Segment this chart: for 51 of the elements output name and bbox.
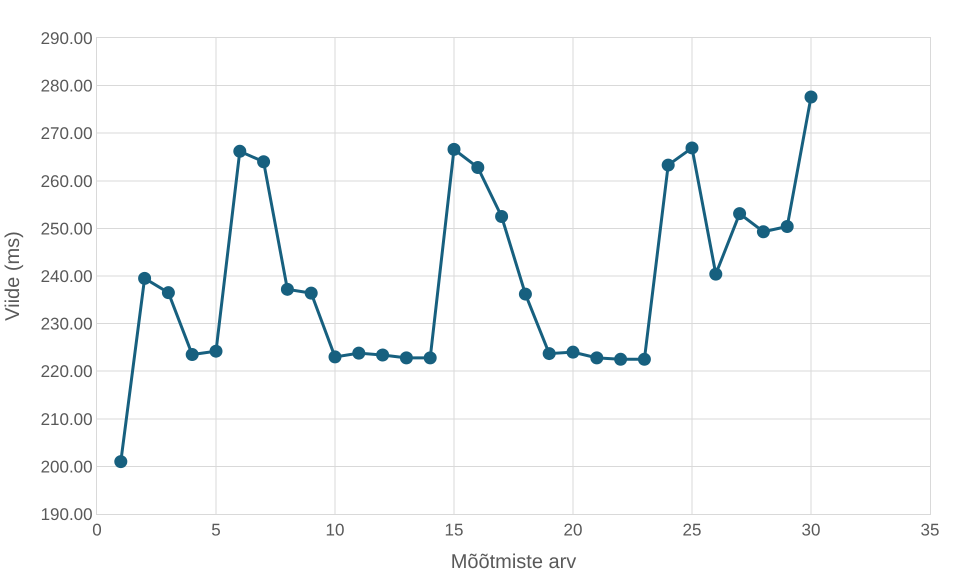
- point: [566, 346, 580, 359]
- y-tick-label: 200.00: [40, 457, 93, 476]
- point: [424, 351, 437, 364]
- y-axis-title: Viide (ms): [2, 231, 24, 321]
- x-tick-label: 0: [92, 520, 102, 540]
- point: [210, 344, 222, 358]
- x-tick-label: 30: [802, 520, 820, 540]
- x-tick-label: 35: [920, 520, 940, 540]
- point: [138, 272, 152, 285]
- point: [304, 286, 318, 300]
- point: [638, 352, 651, 366]
- point: [186, 348, 199, 362]
- point: [614, 352, 628, 366]
- point: [257, 155, 270, 168]
- x-tick-label: 20: [564, 520, 582, 540]
- point: [280, 282, 294, 296]
- point: [233, 144, 246, 158]
- y-tick-label: 210.00: [40, 410, 93, 429]
- point: [590, 351, 604, 364]
- y-tick-label: 290.00: [40, 28, 93, 48]
- y-tick-label: 240.00: [40, 266, 93, 286]
- y-tick-label: 270.00: [40, 124, 93, 144]
- point: [328, 350, 342, 364]
- x-axis-title: Mõõtmiste arv: [450, 550, 576, 573]
- point: [448, 142, 460, 156]
- point: [376, 348, 390, 362]
- y-tick-label: 260.00: [40, 172, 93, 191]
- point: [756, 225, 770, 238]
- y-tick-label: 220.00: [40, 362, 93, 382]
- point: [400, 351, 413, 364]
- point: [495, 210, 508, 223]
- point: [733, 207, 746, 220]
- x-tick-label: 25: [682, 520, 702, 540]
- y-tick-label: 230.00: [40, 314, 93, 334]
- point: [686, 141, 698, 154]
- point: [542, 347, 556, 360]
- point: [709, 268, 722, 281]
- point: [518, 288, 532, 301]
- point: [162, 286, 175, 300]
- point: [114, 455, 128, 468]
- y-tick-label: 190.00: [40, 504, 93, 524]
- x-tick-label: 15: [444, 520, 464, 540]
- point: [471, 160, 484, 174]
- point: [780, 220, 794, 233]
- x-tick-label: 5: [211, 520, 221, 540]
- point: [804, 90, 818, 104]
- point: [352, 346, 366, 360]
- y-tick-label: 280.00: [40, 76, 93, 96]
- point: [662, 158, 675, 172]
- x-tick-label: 10: [326, 520, 344, 540]
- y-tick-label: 250.00: [40, 219, 93, 238]
